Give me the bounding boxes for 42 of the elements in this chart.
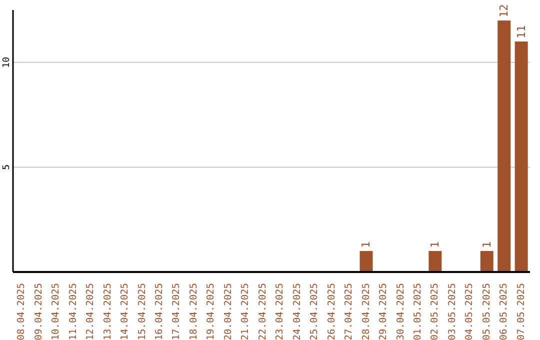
x-tick-label: 29.04.2025 <box>378 283 390 340</box>
x-tick-label: 15.04.2025 <box>136 283 148 340</box>
bar <box>480 251 494 272</box>
x-tick-label: 02.05.2025 <box>430 283 441 340</box>
x-tick-label: 21.04.2025 <box>240 283 252 340</box>
x-tick-label: 16.04.2025 <box>154 283 165 340</box>
x-tick-label: 05.05.2025 <box>481 283 492 340</box>
x-tick-label: 23.04.2025 <box>274 283 286 340</box>
x-tick-label: 09.04.2025 <box>33 283 44 340</box>
x-tick-label: 07.05.2025 <box>516 283 527 340</box>
x-tick-label: 19.04.2025 <box>206 283 217 340</box>
x-tick-label: 17.04.2025 <box>171 283 182 340</box>
y-tick-label: 5 <box>2 164 12 170</box>
x-tick-label: 12.04.2025 <box>85 283 96 340</box>
bar <box>360 251 373 272</box>
bar <box>514 41 528 272</box>
x-tick-label: 18.04.2025 <box>188 283 200 340</box>
x-tick-label: 13.04.2025 <box>102 283 114 340</box>
data-label: 1 <box>360 241 373 248</box>
x-tick-label: 30.04.2025 <box>395 283 406 340</box>
bar <box>498 20 511 272</box>
x-tick-label: 14.04.2025 <box>120 283 131 340</box>
x-tick-label: 10.04.2025 <box>50 283 62 340</box>
x-tick-label: 26.04.2025 <box>326 283 338 340</box>
y-tick-label: 10 <box>2 56 12 68</box>
x-tick-label: 20.04.2025 <box>222 283 234 340</box>
bar <box>428 251 442 272</box>
x-tick-label: 03.05.2025 <box>446 283 458 340</box>
data-label: 1 <box>480 241 494 248</box>
x-tick-label: 27.04.2025 <box>344 283 355 340</box>
x-tick-label: 01.05.2025 <box>412 283 424 340</box>
data-label: 11 <box>514 25 528 38</box>
x-tick-label: 04.05.2025 <box>464 283 476 340</box>
x-tick-label: 24.04.2025 <box>292 283 303 340</box>
x-tick-label: 11.04.2025 <box>68 283 79 340</box>
x-tick-label: 28.04.2025 <box>360 283 372 340</box>
data-label: 12 <box>498 4 511 18</box>
x-tick-label: 25.04.2025 <box>309 283 320 340</box>
data-label: 1 <box>428 241 442 248</box>
x-tick-label: 22.04.2025 <box>257 283 268 340</box>
x-tick-label: 06.05.2025 <box>498 283 510 340</box>
x-tick-label: 08.04.2025 <box>16 283 28 340</box>
